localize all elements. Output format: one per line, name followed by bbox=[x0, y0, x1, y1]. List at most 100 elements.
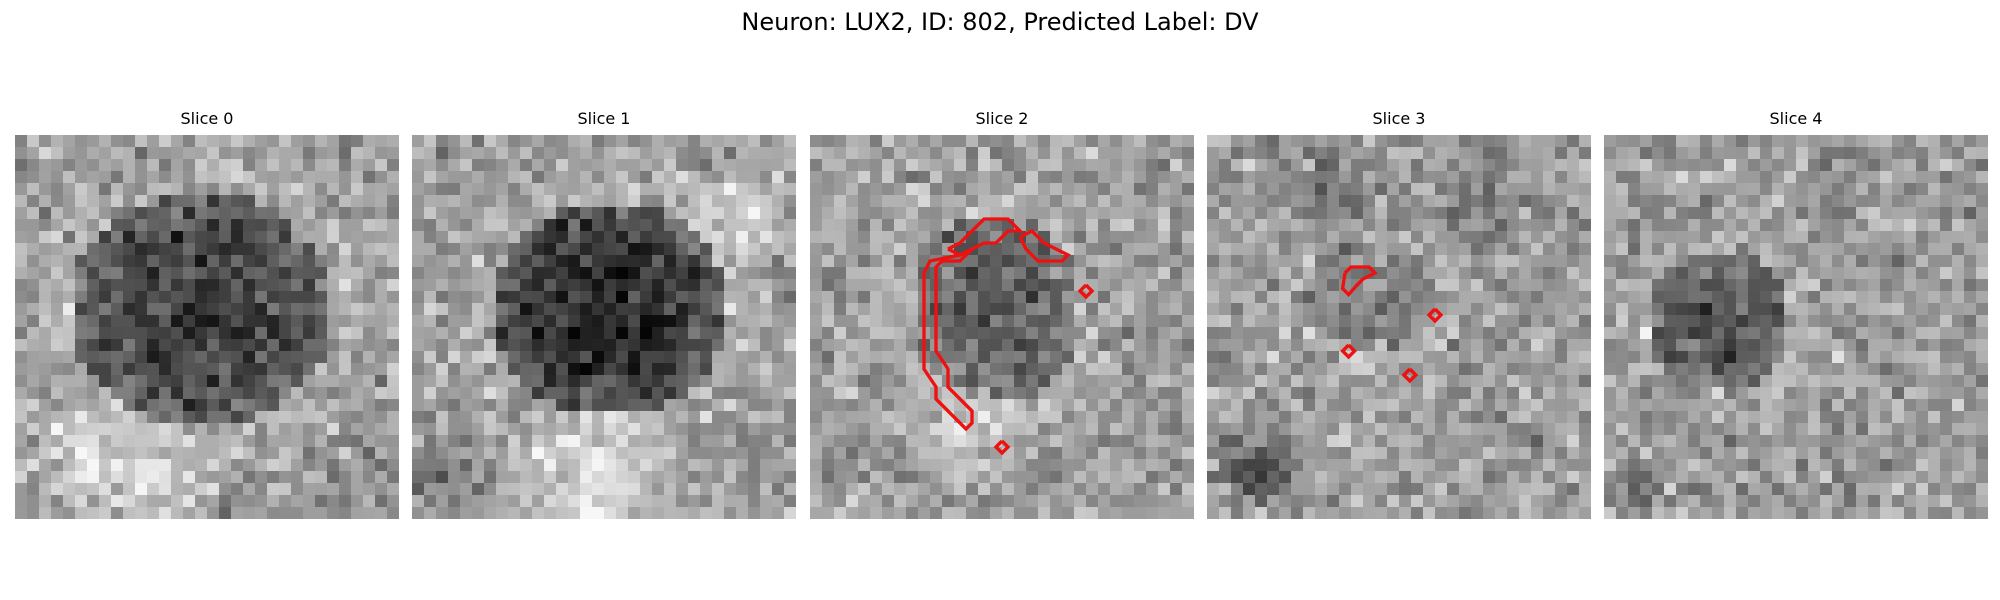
pixel bbox=[1604, 135, 1617, 148]
pixel bbox=[748, 159, 761, 172]
pixel bbox=[1868, 219, 1881, 232]
pixel bbox=[834, 243, 847, 256]
pixel bbox=[858, 459, 871, 472]
pixel bbox=[1784, 159, 1797, 172]
pixel bbox=[1303, 351, 1316, 364]
pixel bbox=[1459, 243, 1472, 256]
pixel bbox=[724, 159, 737, 172]
pixel bbox=[1628, 447, 1641, 460]
pixel bbox=[1712, 351, 1725, 364]
pixel bbox=[63, 207, 76, 220]
pixel bbox=[1579, 423, 1591, 436]
pixel bbox=[363, 183, 376, 196]
pixel bbox=[810, 375, 823, 388]
pixel bbox=[195, 423, 208, 436]
pixel bbox=[1700, 159, 1713, 172]
pixel bbox=[1375, 495, 1388, 508]
pixel bbox=[135, 303, 148, 316]
pixel bbox=[387, 435, 399, 448]
pixel bbox=[1868, 159, 1881, 172]
pixel bbox=[1784, 291, 1797, 304]
pixel bbox=[87, 231, 100, 244]
pixel bbox=[1892, 183, 1905, 196]
pixel bbox=[1495, 327, 1508, 340]
pixel bbox=[51, 399, 64, 412]
pixel bbox=[1038, 351, 1051, 364]
pixel bbox=[123, 375, 136, 388]
pixel bbox=[1026, 303, 1039, 316]
pixel bbox=[1303, 423, 1316, 436]
pixel bbox=[1050, 363, 1063, 376]
pixel bbox=[532, 327, 545, 340]
pixel bbox=[472, 435, 485, 448]
pixel bbox=[267, 507, 280, 519]
pixel bbox=[640, 459, 653, 472]
pixel bbox=[496, 303, 509, 316]
pixel bbox=[772, 267, 785, 280]
pixel bbox=[195, 471, 208, 484]
pixel bbox=[1255, 267, 1268, 280]
pixel bbox=[1134, 411, 1147, 424]
pixel bbox=[484, 291, 497, 304]
pixel bbox=[1447, 291, 1460, 304]
pixel bbox=[1844, 195, 1857, 208]
pixel bbox=[412, 411, 425, 424]
pixel bbox=[966, 471, 979, 484]
pixel bbox=[1628, 147, 1641, 160]
pixel bbox=[592, 447, 605, 460]
pixel bbox=[1772, 147, 1785, 160]
pixel bbox=[1964, 195, 1977, 208]
pixel bbox=[1098, 231, 1111, 244]
pixel bbox=[580, 195, 593, 208]
pixel bbox=[1459, 447, 1472, 460]
pixel bbox=[1411, 507, 1424, 519]
pixel bbox=[784, 231, 796, 244]
pixel bbox=[195, 411, 208, 424]
pixel bbox=[1760, 363, 1773, 376]
pixel bbox=[351, 387, 364, 400]
pixel bbox=[1531, 315, 1544, 328]
pixel bbox=[327, 375, 340, 388]
pixel bbox=[15, 243, 28, 256]
pixel bbox=[1543, 399, 1556, 412]
pixel bbox=[27, 351, 40, 364]
pixel bbox=[784, 483, 796, 496]
pixel bbox=[291, 171, 304, 184]
pixel bbox=[616, 231, 629, 244]
pixel bbox=[1351, 399, 1364, 412]
pixel bbox=[1255, 243, 1268, 256]
pixel bbox=[1291, 255, 1304, 268]
pixel bbox=[1110, 183, 1123, 196]
pixel bbox=[1892, 195, 1905, 208]
pixel bbox=[532, 159, 545, 172]
pixel bbox=[1062, 327, 1075, 340]
pixel bbox=[1652, 255, 1665, 268]
pixel bbox=[870, 267, 883, 280]
pixel bbox=[171, 411, 184, 424]
pixel bbox=[906, 171, 919, 184]
pixel bbox=[760, 267, 773, 280]
pixel bbox=[279, 411, 292, 424]
pixel bbox=[1507, 447, 1520, 460]
pixel bbox=[1916, 339, 1929, 352]
pixel bbox=[978, 447, 991, 460]
pixel bbox=[688, 363, 701, 376]
pixel bbox=[39, 183, 52, 196]
pixel bbox=[460, 375, 473, 388]
pixel bbox=[1014, 327, 1027, 340]
pixel bbox=[351, 411, 364, 424]
pixel bbox=[99, 375, 112, 388]
pixel bbox=[520, 171, 533, 184]
pixel bbox=[930, 411, 943, 424]
pixel bbox=[1267, 243, 1280, 256]
pixel bbox=[1543, 147, 1556, 160]
pixel bbox=[520, 399, 533, 412]
pixel bbox=[508, 339, 521, 352]
pixel bbox=[1303, 327, 1316, 340]
pixel bbox=[640, 471, 653, 484]
pixel bbox=[1122, 411, 1135, 424]
pixel bbox=[568, 411, 581, 424]
pixel bbox=[1748, 207, 1761, 220]
pixel bbox=[858, 291, 871, 304]
pixel bbox=[1170, 255, 1183, 268]
